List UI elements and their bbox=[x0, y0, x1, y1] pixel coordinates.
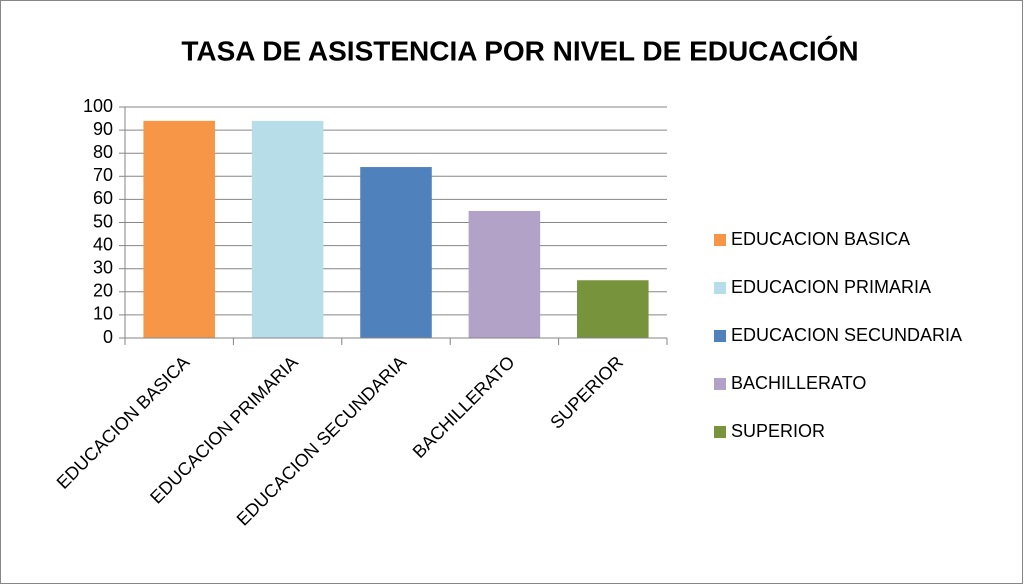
y-tick-label: 40 bbox=[93, 234, 113, 254]
legend-swatch bbox=[714, 426, 726, 438]
y-tick-label: 60 bbox=[93, 188, 113, 208]
y-tick-label: 30 bbox=[93, 257, 113, 277]
legend-swatch bbox=[714, 234, 726, 246]
y-tick-label: 80 bbox=[93, 142, 113, 162]
bar bbox=[251, 120, 324, 338]
legend-label: EDUCACION PRIMARIA bbox=[731, 277, 931, 297]
y-tick-label: 10 bbox=[93, 304, 113, 324]
bar bbox=[360, 167, 432, 338]
y-tick-label: 0 bbox=[103, 327, 113, 347]
legend-swatch bbox=[714, 378, 726, 390]
legend-swatch bbox=[714, 282, 726, 294]
legend-swatch bbox=[714, 330, 726, 342]
legend-label: BACHILLERATO bbox=[731, 373, 866, 393]
bar bbox=[468, 210, 541, 338]
legend-label: SUPERIOR bbox=[731, 421, 825, 441]
bar bbox=[143, 120, 215, 338]
y-tick-label: 70 bbox=[93, 165, 113, 185]
y-tick-label: 100 bbox=[83, 96, 113, 116]
y-tick-label: 90 bbox=[93, 119, 113, 139]
legend-label: EDUCACION BASICA bbox=[731, 229, 910, 249]
y-tick-label: 20 bbox=[93, 281, 113, 301]
legend-label: EDUCACION SECUNDARIA bbox=[731, 325, 962, 345]
chart-title: TASA DE ASISTENCIA POR NIVEL DE EDUCACIÓ… bbox=[181, 35, 858, 66]
y-tick-label: 50 bbox=[93, 211, 113, 231]
bar bbox=[577, 280, 649, 338]
